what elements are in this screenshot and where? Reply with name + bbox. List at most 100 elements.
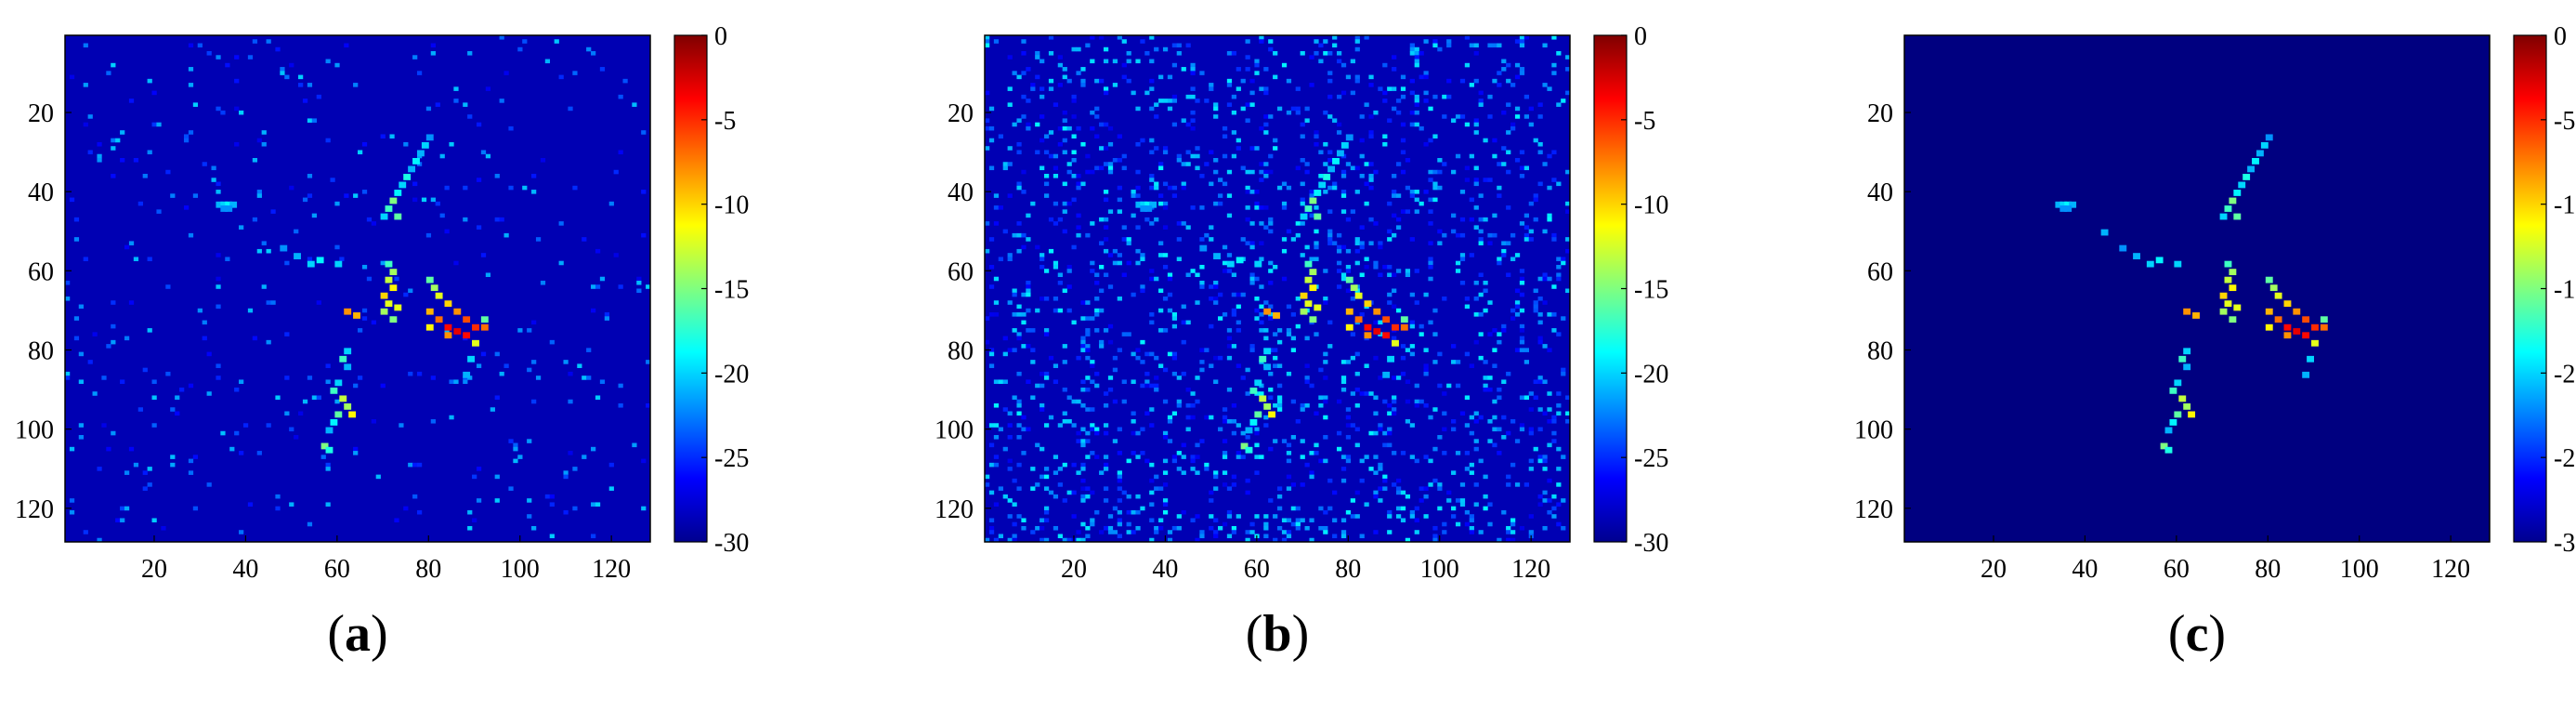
noise-cell — [375, 474, 381, 480]
noise-cell — [591, 308, 596, 313]
noise-cell — [361, 308, 368, 313]
noise-cell — [289, 427, 294, 432]
noise-cell — [1263, 521, 1269, 527]
noise-cell — [1103, 462, 1109, 468]
noise-cell — [998, 205, 1003, 210]
noise-cell — [985, 146, 990, 151]
noise-cell — [1501, 241, 1507, 245]
noise-cell — [1354, 427, 1360, 432]
noise-cell — [998, 379, 1003, 384]
noise-cell — [1359, 138, 1365, 143]
noise-cell — [1340, 534, 1347, 539]
noise-cell — [69, 509, 75, 515]
noise-cell — [1510, 537, 1516, 543]
noise-cell — [1268, 153, 1274, 159]
noise-cell — [1565, 67, 1571, 72]
noise-cell — [1162, 367, 1169, 373]
noise-cell — [1007, 86, 1013, 91]
noise-cell — [1040, 537, 1045, 543]
noise-cell — [1094, 455, 1100, 459]
noise-cell — [192, 455, 199, 459]
noise-cell — [1492, 232, 1497, 238]
scatterer-cell — [385, 300, 393, 308]
noise-cell — [998, 427, 1003, 432]
noise-cell — [586, 46, 592, 52]
noise-cell — [111, 430, 116, 436]
noise-cell — [1190, 269, 1196, 273]
noise-cell — [1277, 383, 1283, 389]
noise-cell — [1195, 442, 1200, 448]
noise-cell — [1040, 371, 1045, 376]
noise-cell — [1171, 411, 1178, 416]
noise-cell — [622, 78, 628, 84]
noise-cell — [1378, 486, 1383, 491]
noise-cell — [998, 134, 1003, 139]
noise-cell — [1300, 221, 1305, 226]
noise-cell — [239, 530, 244, 534]
noise-cell — [1354, 237, 1360, 242]
noise-cell — [1099, 470, 1105, 475]
noise-cell — [1071, 150, 1077, 155]
noise-cell — [65, 371, 71, 376]
noise-cell — [1012, 232, 1017, 238]
noise-cell — [1226, 51, 1233, 56]
scatterer-cell — [2224, 260, 2232, 268]
noise-cell — [1040, 264, 1045, 270]
scatterer-cell — [330, 387, 338, 394]
scatterer-cell — [2283, 300, 2292, 308]
noise-cell — [1066, 284, 1072, 289]
scatterer-cell — [2178, 395, 2187, 402]
noise-cell — [1268, 269, 1274, 273]
noise-cell — [1236, 423, 1241, 428]
noise-cell — [1062, 201, 1067, 206]
noise-cell — [1309, 257, 1314, 261]
noise-cell — [1277, 486, 1283, 491]
scatterer-cell — [339, 355, 347, 363]
scatterer-cell — [425, 134, 434, 141]
noise-cell — [499, 371, 504, 376]
noise-cell — [1506, 150, 1511, 155]
scatterer-cell — [1345, 308, 1353, 315]
noise-cell — [1400, 150, 1406, 155]
noise-cell — [641, 506, 647, 511]
noise-cell — [1556, 467, 1562, 471]
noise-cell — [467, 114, 473, 119]
noise-cell — [1094, 280, 1100, 285]
colorbar-tick-label: -5 — [1634, 107, 1655, 136]
noise-cell — [1286, 110, 1292, 115]
noise-cell — [1218, 316, 1223, 321]
noise-cell — [1300, 197, 1305, 203]
noise-cell — [985, 482, 990, 487]
noise-cell — [325, 379, 331, 384]
scatterer-cells — [2055, 134, 2328, 454]
noise-cell — [1469, 83, 1474, 87]
noise-cell — [1263, 169, 1269, 175]
noise-cell — [1437, 482, 1443, 487]
scatterer-cell — [2311, 323, 2319, 331]
noise-cell — [1231, 419, 1237, 424]
noise-cell — [1432, 332, 1438, 336]
scatterer-cell — [399, 181, 407, 189]
noise-cell — [1323, 399, 1328, 404]
noise-cell — [1126, 530, 1131, 534]
noise-cell — [608, 462, 614, 468]
noise-cell — [1149, 423, 1155, 428]
noise-cell — [1167, 530, 1173, 534]
noise-cell — [1414, 458, 1419, 464]
scatterer-cell — [1345, 134, 1353, 141]
noise-cell — [1249, 344, 1255, 349]
noise-cell — [613, 169, 619, 175]
noise-cell — [1464, 35, 1471, 40]
noise-cell — [1167, 351, 1173, 357]
noise-cell — [1392, 304, 1397, 310]
caption-open-paren: ( — [1246, 605, 1263, 663]
noise-cell — [985, 39, 990, 44]
noise-cell — [1528, 229, 1534, 234]
noise-cell — [1076, 530, 1081, 534]
noise-cell — [1281, 439, 1288, 443]
noise-cell — [527, 328, 532, 333]
noise-cell — [1268, 395, 1274, 401]
noise-cell — [97, 141, 102, 147]
noise-cell — [1382, 430, 1388, 436]
noise-cell — [1144, 383, 1150, 389]
